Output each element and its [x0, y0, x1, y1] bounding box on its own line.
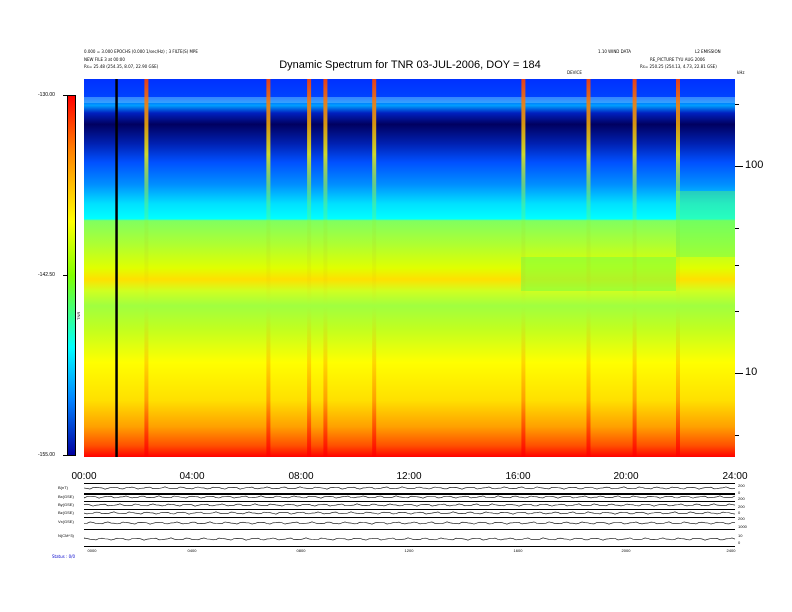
y-major-tick — [735, 373, 743, 374]
dynamic-spectrum-heatmap — [84, 79, 735, 457]
panel-trace-1 — [84, 495, 735, 499]
colorbar-tick — [63, 275, 67, 276]
panel-x-tick: 0400 — [187, 548, 197, 553]
panel-label: Bx(GSE) — [58, 494, 74, 499]
y-tick-label: 10 — [745, 366, 758, 378]
panel-x-tick: 2400 — [726, 548, 736, 553]
panel-row — [84, 517, 735, 530]
colorbar-tick — [63, 95, 67, 96]
panel-label: Vx(GSE) — [58, 519, 74, 524]
panel-x-tick: 1600 — [513, 548, 523, 553]
colorbar-tick — [63, 455, 67, 456]
panel-trace-4 — [84, 521, 735, 525]
header-right-1b: L2 EMISSION — [695, 49, 721, 54]
panel-row — [84, 493, 735, 502]
radio-burst-0 — [144, 79, 149, 457]
panel-row — [84, 483, 735, 495]
x-tick-label: 20:00 — [613, 471, 639, 482]
y-tick-label: 100 — [745, 159, 764, 171]
header-right-1: 1.10 WIND DATA — [598, 49, 631, 54]
panel-scale-label: 200 — [738, 504, 745, 509]
colorbar-units: TNR — [76, 311, 81, 320]
header-right-4: DEVICE — [567, 70, 582, 75]
radio-burst-1 — [266, 79, 271, 457]
radio-burst-3 — [323, 79, 328, 457]
x-tick-label: 04:00 — [179, 471, 205, 482]
header-left-3: Rs= 25.48 (254.35, 8.07, 22.90 GSE) — [84, 64, 159, 69]
header-right-corner: kHz — [737, 70, 745, 75]
y-minor-tick — [735, 265, 739, 266]
x-tick-label: 16:00 — [505, 471, 531, 482]
radio-burst-7 — [632, 79, 637, 457]
lower-panels — [84, 483, 735, 547]
colorbar — [67, 95, 76, 456]
panel-scale-label: 0 — [738, 510, 741, 515]
panel-trace-3 — [84, 511, 735, 515]
panel-x-tick: 2000 — [621, 548, 631, 553]
status-footer: Status : 0/0 — [52, 554, 76, 559]
colorbar-tick-label: -142.50 — [38, 272, 55, 278]
y-minor-tick — [735, 311, 739, 312]
panel-scale-label: 200 — [738, 496, 745, 501]
panel-x-tick: 1200 — [404, 548, 414, 553]
radio-burst-6 — [586, 79, 591, 457]
panel-scale-label: 1000 — [738, 524, 747, 529]
radio-burst-8 — [676, 79, 680, 457]
panel-scale-label: 0 — [738, 540, 741, 545]
y-minor-tick — [735, 228, 739, 229]
x-tick-label: 00:00 — [71, 471, 97, 482]
header-left-2: NEW FILE 3 at 00:00 — [84, 57, 125, 62]
y-major-tick — [735, 166, 743, 167]
radio-burst-4 — [372, 79, 377, 457]
panel-label: B(nT) — [58, 485, 68, 490]
panel-x-tick: 0000 — [87, 548, 97, 553]
x-tick-label: 24:00 — [722, 471, 748, 482]
panel-row — [84, 501, 735, 510]
spectrum-band — [521, 257, 676, 291]
panel-trace-0 — [84, 486, 735, 490]
panel-label: N(CM^3) — [58, 533, 74, 538]
header-right-2: RE_PICTURE TYU AUG 2006 — [650, 57, 705, 62]
x-tick-label: 08:00 — [288, 471, 314, 482]
header-right-3: Rs= 250.25 (254.13, 4.73, 22.81 GSE) — [640, 64, 717, 69]
spectrum-band — [84, 97, 735, 103]
y-minor-tick — [735, 435, 739, 436]
x-tick-label: 12:00 — [396, 471, 422, 482]
spectrum-band — [676, 191, 735, 257]
panel-scale-label: 10 — [738, 533, 743, 538]
panel-x-tick: 0800 — [296, 548, 306, 553]
chart-title: Dynamic Spectrum for TNR 03-JUL-2006, DO… — [279, 59, 541, 71]
radio-burst-5 — [521, 79, 526, 457]
colorbar-tick-label: -155.00 — [38, 452, 55, 458]
panel-label: By(GSE) — [58, 502, 74, 507]
colorbar-tick-label: -130.00 — [38, 92, 55, 98]
panel-row — [84, 529, 735, 547]
panel-label: Bz(GSE) — [58, 510, 74, 515]
panel-trace-5 — [84, 537, 735, 541]
panel-row — [84, 509, 735, 518]
header-left-1: 0.000 = 3.000 EPOCHS (0.000 1/sec/Hz) ; … — [84, 49, 198, 54]
panel-scale-label: 200 — [738, 516, 745, 521]
panel-scale-label: 0 — [738, 490, 741, 495]
radio-burst-2 — [307, 79, 312, 457]
lower-panel-traces — [84, 486, 735, 541]
y-minor-tick — [735, 104, 739, 105]
panel-trace-2 — [84, 503, 735, 507]
panel-scale-label: 200 — [738, 483, 745, 488]
